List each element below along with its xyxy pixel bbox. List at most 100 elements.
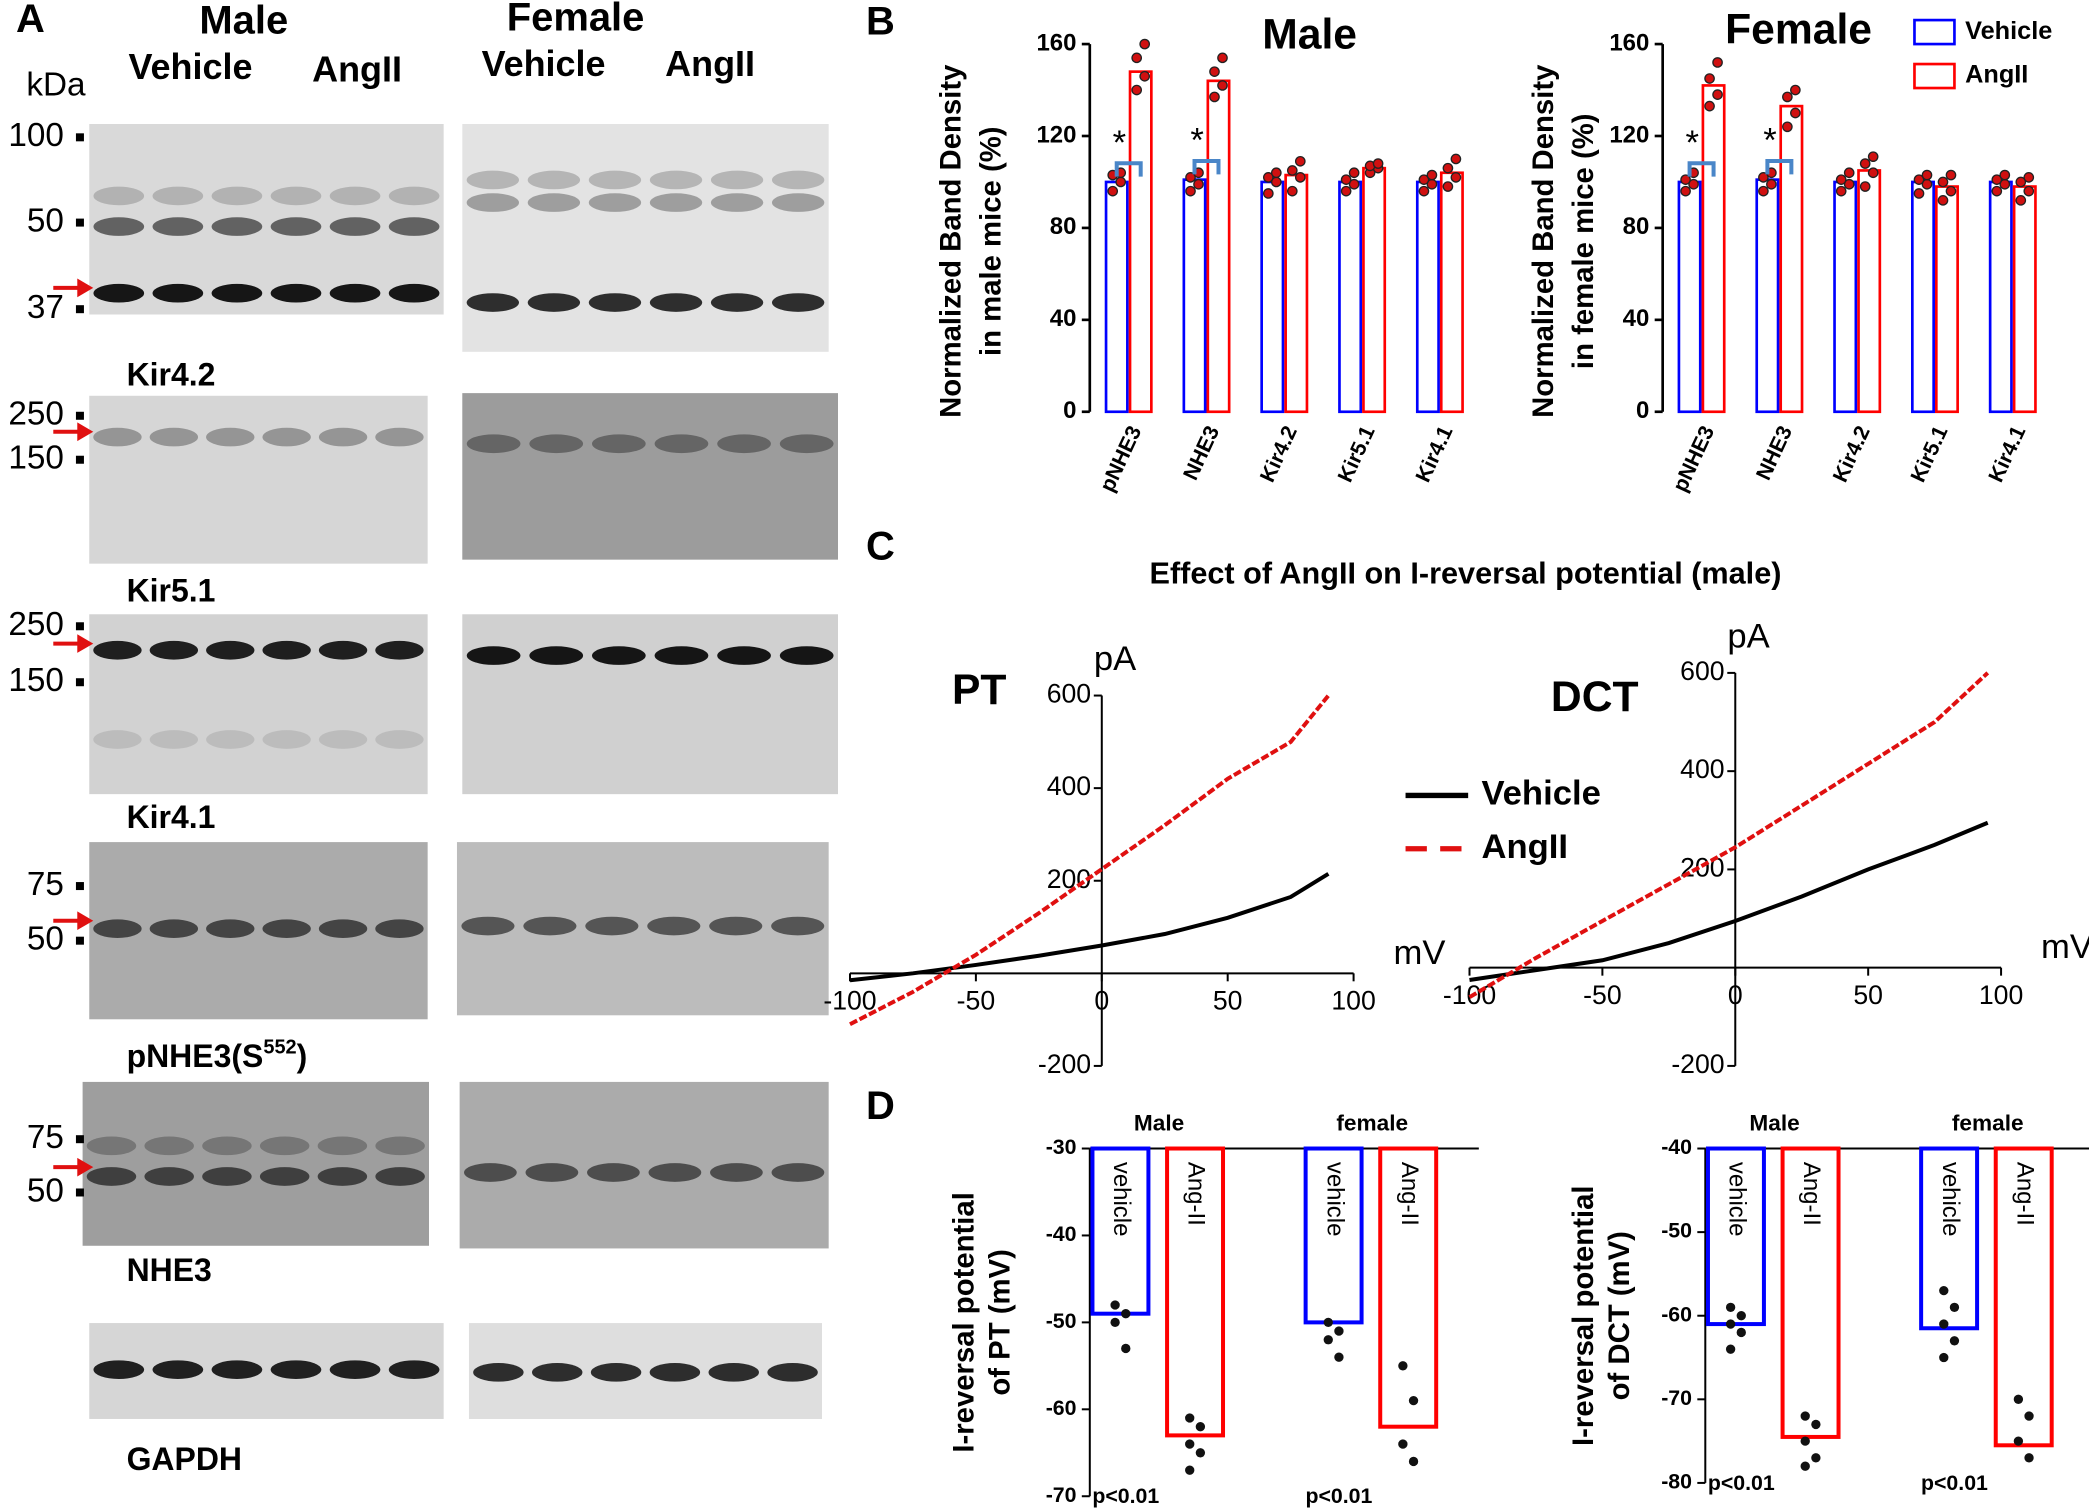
blot: [82, 1081, 429, 1246]
bar: [1260, 180, 1285, 414]
y-tick-label: 120: [1036, 121, 1076, 148]
band: [93, 186, 145, 206]
bar: [1993, 1146, 2054, 1448]
label-part: ): [297, 1039, 308, 1075]
marker-tick: [75, 133, 84, 142]
data-point: [1859, 181, 1871, 192]
data-point: [1262, 188, 1274, 199]
band: [270, 217, 322, 236]
data-point: [1185, 1465, 1195, 1475]
data-point: [1766, 178, 1777, 190]
band: [318, 919, 368, 939]
band: [375, 919, 424, 939]
data-point: [1110, 1317, 1120, 1328]
bar: [1415, 180, 1440, 414]
band: [93, 427, 142, 447]
bar: [1857, 169, 1882, 414]
marker-label: 50: [27, 202, 64, 239]
data-point: [1811, 1453, 1821, 1463]
line-series: [1468, 671, 1990, 999]
blot-label: pNHE3(S552): [127, 1037, 308, 1075]
p-value-label: p<0.01: [1092, 1484, 1159, 1508]
band: [649, 170, 703, 190]
data-point: [1913, 188, 1925, 199]
bar-label: Ang-II: [1798, 1162, 1825, 1226]
y-tick-label: 600: [1047, 679, 1091, 709]
band: [717, 434, 771, 454]
data-point: [1949, 1302, 1960, 1313]
y-tick-label: 40: [1050, 305, 1077, 332]
x-tick-label: 0: [1094, 986, 1109, 1016]
legend-swatch: [1913, 18, 1956, 46]
data-point: [1323, 1317, 1333, 1328]
data-point: [1811, 1419, 1821, 1430]
band: [590, 1363, 642, 1382]
data-point: [1418, 185, 1430, 197]
label-part: pNHE3(S: [127, 1039, 264, 1075]
blot: [89, 395, 428, 564]
data-point: [1418, 174, 1430, 185]
y-axis-label: pA: [1727, 617, 1770, 655]
bar: [1362, 166, 1387, 414]
y-tick-label: -70: [1661, 1386, 1692, 1410]
band: [649, 293, 703, 312]
data-point: [1115, 176, 1127, 188]
data-point: [1782, 91, 1793, 103]
data-point: [1843, 167, 1855, 179]
band: [771, 1163, 825, 1182]
data-point: [2013, 1394, 2024, 1404]
data-point: [1131, 84, 1143, 96]
blot: [89, 614, 428, 795]
band: [206, 730, 255, 749]
blot-label: GAPDH: [127, 1441, 242, 1477]
marker-tick: [75, 1188, 84, 1197]
band: [259, 1167, 310, 1186]
data-point: [1704, 100, 1715, 112]
y-tick-label: 120: [1609, 121, 1649, 148]
marker-label: 100: [8, 117, 64, 154]
marker-tick: [75, 678, 84, 687]
arrow-head: [77, 1157, 94, 1177]
band: [211, 1360, 263, 1380]
data-point: [1121, 1309, 1131, 1319]
bar-label: vehicle: [1321, 1162, 1348, 1237]
y-axis-label: Normalized Band Density: [1527, 64, 1560, 418]
band: [318, 730, 368, 749]
bar: [1701, 84, 1726, 414]
data-point: [1800, 1436, 1810, 1446]
data-point: [1408, 1395, 1419, 1406]
marker-label: 150: [8, 440, 64, 477]
data-point: [1217, 52, 1228, 64]
band: [529, 434, 584, 454]
x-tick-label: -50: [1583, 980, 1621, 1010]
marker-tick: [75, 1135, 84, 1144]
panel-label: A: [16, 0, 45, 41]
data-point: [1372, 158, 1384, 169]
data-point: [2023, 185, 2035, 197]
band: [375, 427, 424, 447]
x-tick-label: 0: [1728, 980, 1743, 1010]
data-point: [1704, 73, 1715, 84]
group-label: female: [1952, 1111, 2024, 1136]
band: [771, 916, 825, 936]
blot: [462, 393, 838, 560]
data-point: [1800, 1411, 1810, 1421]
band: [466, 646, 521, 665]
data-point: [1712, 57, 1723, 68]
band: [527, 193, 581, 212]
marker-label: 75: [27, 1119, 64, 1156]
x-axis-label: mV: [2041, 928, 2089, 966]
band: [717, 646, 771, 665]
data-point: [1991, 185, 2003, 197]
band: [375, 1167, 425, 1186]
data-point: [1758, 185, 1769, 197]
blot: [462, 124, 829, 352]
bar: [1338, 180, 1363, 414]
data-point: [1195, 1422, 1206, 1432]
band: [318, 640, 368, 660]
band: [317, 1136, 368, 1156]
data-point: [1867, 167, 1879, 179]
band: [149, 919, 199, 939]
band: [779, 646, 834, 665]
